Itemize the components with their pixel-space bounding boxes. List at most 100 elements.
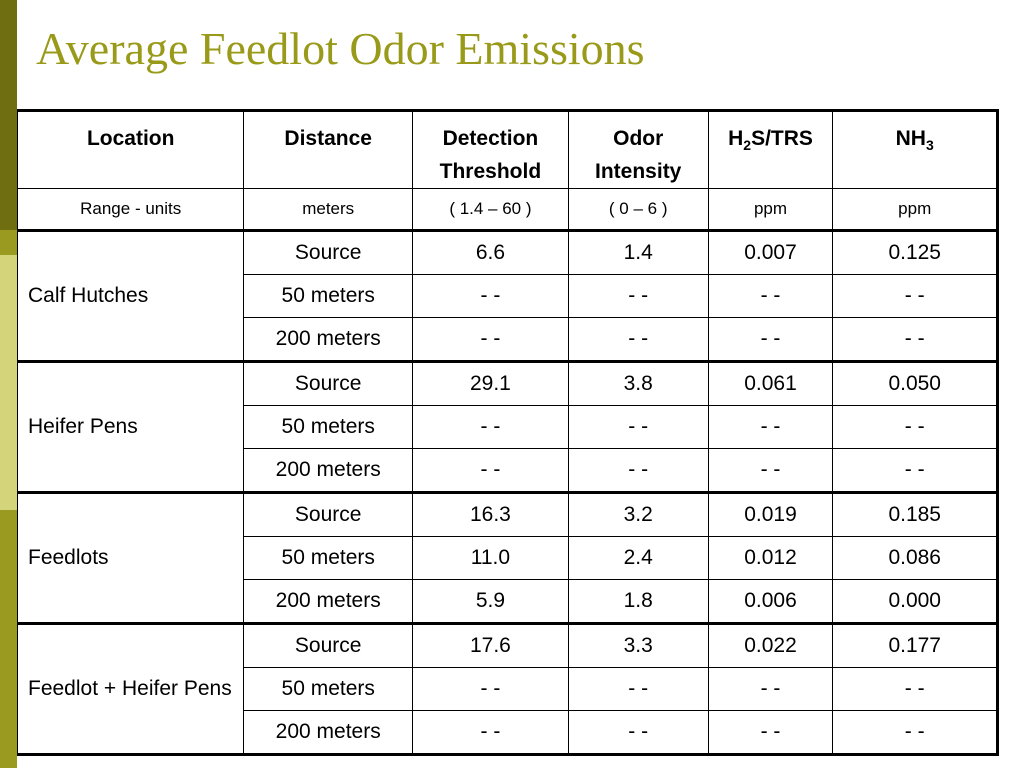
header-detection-line2: Threshold	[439, 160, 542, 183]
units-cell: Range - units	[16, 188, 245, 231]
value-cell: - -	[832, 317, 999, 362]
value-cell: - -	[832, 274, 999, 318]
value-cell: - -	[832, 448, 999, 493]
distance-cell: Source	[243, 360, 414, 406]
distance-cell: 200 meters	[243, 710, 414, 756]
distance-cell: 50 meters	[243, 405, 414, 449]
value-cell: 2.4	[567, 536, 709, 580]
value-cell: - -	[567, 710, 709, 756]
value-cell: - -	[832, 710, 999, 756]
value-cell: - -	[412, 667, 569, 711]
value-cell: 16.3	[412, 491, 569, 537]
decorative-side-bar	[0, 0, 17, 768]
value-cell: 0.050	[832, 360, 999, 406]
table-row: 50 meters 11.0 2.4 0.012 0.086	[18, 536, 999, 580]
value-cell: - -	[707, 667, 834, 711]
side-bar-segment	[0, 230, 17, 255]
units-row: Range - units meters ( 1.4 – 60 ) ( 0 – …	[16, 188, 999, 231]
value-cell: - -	[412, 405, 569, 449]
value-cell: 0.061	[707, 360, 834, 406]
value-cell: 17.6	[412, 622, 569, 668]
header-h2s-part1: H	[728, 127, 744, 150]
location-cell: Calf Hutches	[16, 229, 245, 362]
header-odor-line2: Intensity	[595, 160, 682, 183]
distance-cell: Source	[243, 229, 414, 275]
location-cell: Feedlots	[16, 491, 245, 624]
value-cell: - -	[707, 448, 834, 493]
odor-emissions-table: Location Distance Detection Threshold Odo…	[16, 109, 999, 756]
value-cell: - -	[707, 710, 834, 756]
distance-cell: 200 meters	[243, 317, 414, 362]
table-row: 50 meters - -- -- -- -	[18, 274, 999, 318]
header-nh3-part1: NH	[895, 127, 926, 150]
value-cell: - -	[412, 274, 569, 318]
units-cell: ppm	[832, 188, 999, 231]
table-row: Calf Hutches Source 6.6 1.4 0.007 0.125	[16, 229, 999, 362]
value-cell: - -	[707, 317, 834, 362]
location-cell: Feedlot + Heifer Pens	[16, 622, 245, 756]
header-odor-line1: Odor	[613, 127, 664, 150]
side-bar-segment	[0, 0, 17, 230]
value-cell: 0.012	[707, 536, 834, 580]
value-cell: 0.086	[832, 536, 999, 580]
distance-cell: 200 meters	[243, 448, 414, 493]
value-cell: 0.000	[832, 579, 999, 624]
value-cell: - -	[567, 317, 709, 362]
side-bar-segment	[0, 510, 17, 768]
value-cell: - -	[412, 710, 569, 756]
distance-cell: 50 meters	[243, 536, 414, 580]
units-cell: ( 0 – 6 )	[567, 188, 709, 231]
units-cell: meters	[243, 188, 414, 231]
value-cell: 0.125	[832, 229, 999, 275]
value-cell: - -	[567, 405, 709, 449]
distance-cell: 50 meters	[243, 274, 414, 318]
header-distance: Distance	[243, 109, 414, 189]
header-h2s-part2: S/TRS	[751, 127, 813, 150]
header-nh3: NH3	[832, 109, 999, 189]
distance-cell: 50 meters	[243, 667, 414, 711]
table-row: 200 meters - -- -- -- -	[18, 710, 999, 756]
header-distance-label: Distance	[284, 127, 372, 150]
header-h2s-trs: H2S/TRS	[707, 109, 834, 189]
header-detection-threshold: Detection Threshold	[412, 109, 569, 189]
value-cell: 3.3	[567, 622, 709, 668]
value-cell: - -	[707, 405, 834, 449]
value-cell: - -	[412, 317, 569, 362]
value-cell: - -	[567, 667, 709, 711]
header-h2s-subscript: 2	[743, 137, 752, 153]
value-cell: 3.8	[567, 360, 709, 406]
header-location-label: Location	[86, 127, 175, 150]
distance-cell: Source	[243, 622, 414, 668]
value-cell: 3.2	[567, 491, 709, 537]
table-row: Feedlot + Heifer Pens Source 17.6 3.3 0.022 0…	[16, 622, 999, 756]
value-cell: - -	[412, 448, 569, 493]
value-cell: - -	[832, 405, 999, 449]
value-cell: 0.019	[707, 491, 834, 537]
value-cell: - -	[707, 274, 834, 318]
table-row: 200 meters - -- -- -- -	[18, 317, 999, 362]
value-cell: 0.006	[707, 579, 834, 624]
table-row: 50 meters - -- -- -- -	[18, 405, 999, 449]
value-cell: 0.185	[832, 491, 999, 537]
header-nh3-subscript: 3	[925, 137, 934, 153]
table-row: Heifer Pens Source 29.1 3.8 0.061 0.050	[16, 360, 999, 493]
value-cell: 5.9	[412, 579, 569, 624]
units-cell: ppm	[707, 188, 834, 231]
units-cell: ( 1.4 – 60 )	[412, 188, 569, 231]
header-row: Location Distance Detection Threshold Odo…	[16, 109, 999, 189]
value-cell: 6.6	[412, 229, 569, 275]
value-cell: - -	[567, 448, 709, 493]
value-cell: - -	[567, 274, 709, 318]
value-cell: 1.8	[567, 579, 709, 624]
side-bar-segment	[0, 255, 17, 510]
value-cell: 0.177	[832, 622, 999, 668]
value-cell: 1.4	[567, 229, 709, 275]
value-cell: 0.022	[707, 622, 834, 668]
location-cell: Heifer Pens	[16, 360, 245, 493]
value-cell: 11.0	[412, 536, 569, 580]
header-location: Location	[16, 109, 245, 189]
distance-cell: 200 meters	[243, 579, 414, 624]
table-row: 200 meters 5.9 1.8 0.006 0.000	[18, 579, 999, 624]
value-cell: 0.007	[707, 229, 834, 275]
header-detection-line1: Detection	[442, 127, 539, 150]
